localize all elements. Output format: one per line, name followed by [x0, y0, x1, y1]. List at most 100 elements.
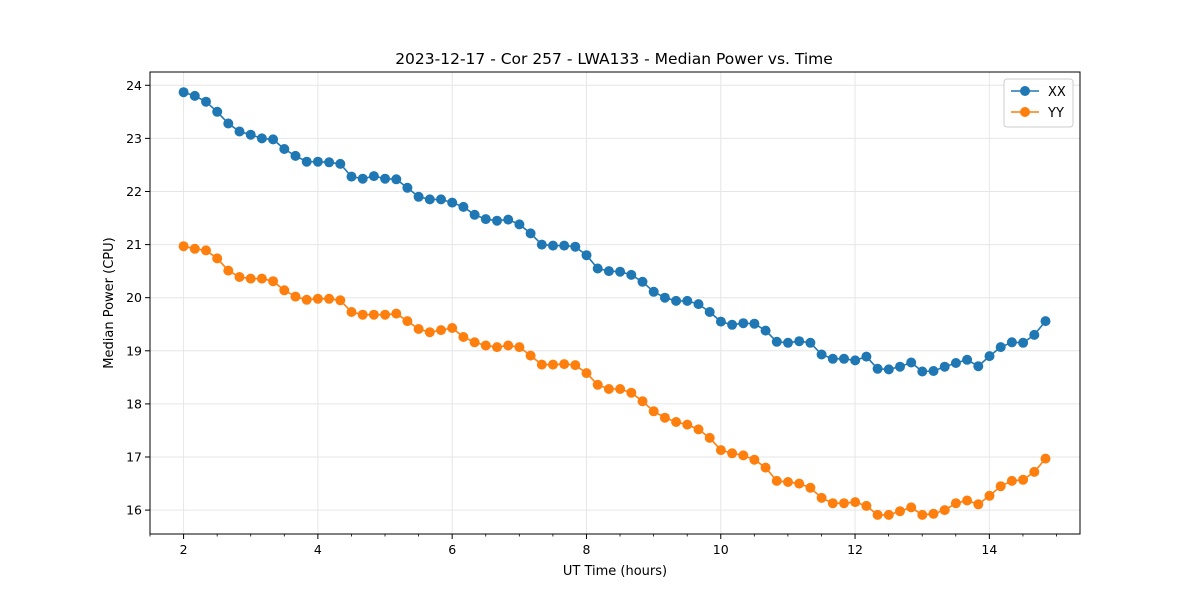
data-point-xx [794, 336, 805, 347]
data-point-yy [279, 285, 290, 296]
x-tick-label: 14 [981, 542, 997, 557]
data-point-yy [581, 368, 592, 379]
data-point-yy [671, 417, 682, 427]
data-point-yy [1018, 474, 1029, 485]
data-point-xx [268, 134, 279, 145]
data-point-yy [178, 241, 189, 252]
data-point-yy [570, 360, 581, 371]
grid [150, 72, 1080, 534]
data-point-xx [346, 171, 357, 182]
data-point-yy [973, 499, 984, 510]
data-point-yy [525, 350, 536, 361]
data-point-xx [324, 157, 335, 168]
data-point-yy [760, 462, 771, 473]
data-point-xx [783, 337, 793, 348]
data-point-yy [503, 340, 514, 351]
data-point-xx [480, 214, 491, 225]
data-point-yy [1040, 453, 1051, 464]
data-point-yy [883, 509, 894, 520]
y-tick-label: 19 [126, 343, 142, 358]
data-point-yy [704, 432, 715, 443]
data-point-xx [492, 215, 502, 226]
data-point-yy [995, 481, 1006, 492]
data-point-yy [290, 291, 301, 302]
data-point-yy [1006, 475, 1017, 486]
data-point-xx [727, 319, 738, 330]
data-point-yy [827, 498, 838, 509]
data-point-yy [480, 340, 491, 351]
data-point-xx [1029, 329, 1040, 340]
y-tick-label: 23 [126, 131, 142, 146]
data-point-xx [839, 353, 849, 364]
y-tick-label: 21 [126, 237, 142, 252]
x-tick-label: 2 [180, 542, 188, 557]
data-point-yy [346, 307, 357, 317]
data-point-xx [659, 292, 670, 303]
data-point-yy [727, 448, 738, 459]
data-point-xx [290, 150, 301, 161]
data-point-yy [268, 276, 279, 287]
data-point-yy [458, 332, 469, 342]
data-point-xx [592, 263, 603, 274]
y-tick-label: 16 [126, 503, 142, 518]
legend: XX YY [1003, 78, 1074, 128]
data-point-xx [234, 126, 245, 137]
data-point-xx [279, 144, 290, 154]
data-point-yy [469, 337, 480, 348]
data-point-yy [559, 359, 570, 370]
x-tick-label: 4 [314, 542, 322, 557]
data-point-yy [189, 243, 200, 254]
data-point-xx [380, 173, 391, 184]
data-point-yy [536, 359, 547, 370]
data-point-xx [1006, 337, 1017, 348]
data-point-xx [301, 156, 312, 167]
data-point-yy [436, 325, 446, 336]
data-point-xx [245, 129, 256, 140]
data-point-yy [850, 497, 861, 508]
data-point-xx [883, 364, 894, 375]
data-point-yy [682, 419, 693, 430]
data-point-xx [738, 318, 749, 329]
data-point-xx [962, 354, 973, 365]
data-point-xx [514, 219, 525, 230]
data-point-yy [312, 293, 323, 304]
data-point-xx [995, 342, 1006, 353]
data-point-yy [906, 502, 917, 513]
data-point-xx [704, 307, 715, 317]
data-point-xx [548, 240, 558, 251]
data-point-yy [1029, 466, 1040, 477]
data-point-xx [458, 201, 469, 212]
data-point-xx [984, 351, 995, 362]
x-tick-label: 6 [448, 542, 456, 557]
data-point-xx [469, 209, 480, 220]
data-point-xx [503, 214, 514, 225]
data-point-yy [324, 293, 335, 304]
data-point-yy [637, 396, 648, 407]
data-point-xx [749, 318, 760, 329]
data-point-yy [391, 308, 402, 319]
series-layer [178, 87, 1051, 520]
legend-marker-xx [1020, 86, 1030, 96]
data-point-xx [424, 194, 435, 205]
data-point-yy [368, 309, 379, 320]
data-point-yy [424, 327, 435, 338]
data-point-xx [603, 266, 614, 277]
y-tick-label: 24 [126, 78, 142, 93]
data-point-xx [715, 316, 726, 327]
data-point-yy [895, 506, 905, 517]
data-point-yy [256, 273, 267, 284]
data-point-xx [973, 361, 984, 372]
data-point-yy [861, 500, 872, 511]
data-point-xx [928, 366, 939, 376]
x-tick-label: 10 [713, 542, 729, 557]
data-point-xx [1018, 337, 1029, 348]
data-point-xx [223, 118, 234, 129]
data-point-yy [301, 294, 312, 305]
data-point-yy [357, 309, 368, 320]
legend-label-yy: YY [1047, 106, 1064, 121]
data-point-xx [682, 295, 693, 306]
data-point-xx [335, 158, 346, 169]
data-point-xx [939, 361, 950, 372]
data-point-xx [559, 240, 570, 251]
